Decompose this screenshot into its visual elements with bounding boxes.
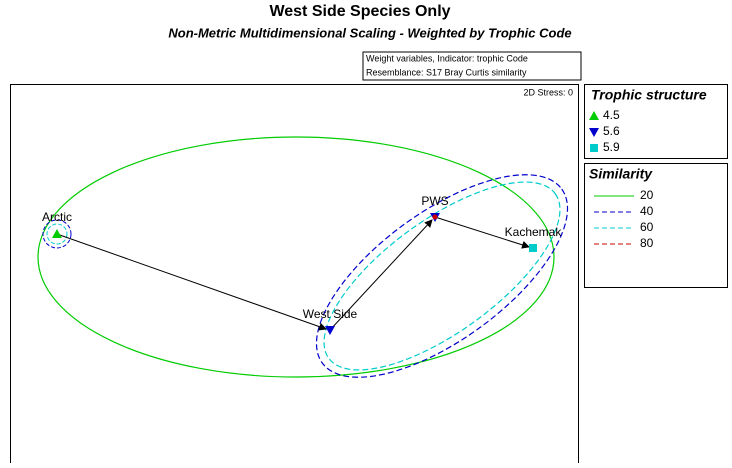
plot-frame: [10, 84, 579, 468]
legend-item: 40: [640, 204, 654, 218]
legend-title: Similarity: [589, 166, 653, 182]
legend-item: 20: [640, 188, 654, 202]
trajectory: [434, 216, 530, 249]
point-label: Arctic: [42, 210, 72, 224]
marker: [589, 128, 599, 137]
marker: [590, 144, 598, 152]
info-line: Resemblance: S17 Bray Curtis similarity: [366, 67, 527, 77]
info-box: [362, 51, 582, 81]
legend-item: 4.5: [603, 108, 620, 122]
legend-item: 5.9: [603, 140, 620, 154]
legend-item: 60: [640, 220, 654, 234]
marker: [529, 244, 537, 252]
legend-item: 5.6: [603, 124, 620, 138]
point-label: Kachemak: [505, 225, 563, 239]
marker: [52, 229, 62, 238]
similarity-contour: [315, 174, 569, 378]
chart-title: West Side Species Only: [269, 3, 450, 20]
chart-subtitle: Non-Metric Multidimensional Scaling - We…: [168, 25, 571, 40]
trajectory: [329, 219, 433, 331]
legend: [584, 163, 728, 288]
legend-title: Trophic structure: [591, 87, 707, 103]
similarity-contour: [46, 223, 68, 245]
similarity-contour: [42, 219, 72, 249]
similarity-contour: [323, 181, 561, 371]
legend: [584, 84, 728, 159]
marker: [325, 326, 335, 335]
point-label: PWS: [421, 194, 448, 208]
similarity-contour: [37, 136, 555, 378]
point-label: West Side: [303, 307, 358, 321]
marker: [589, 111, 599, 120]
legend-item: 80: [640, 236, 654, 250]
trajectory: [56, 233, 327, 331]
marker: [432, 214, 438, 220]
info-line: Weight variables, Indicator: trophic Cod…: [366, 53, 528, 63]
stress-label: 2D Stress: 0: [523, 87, 573, 97]
